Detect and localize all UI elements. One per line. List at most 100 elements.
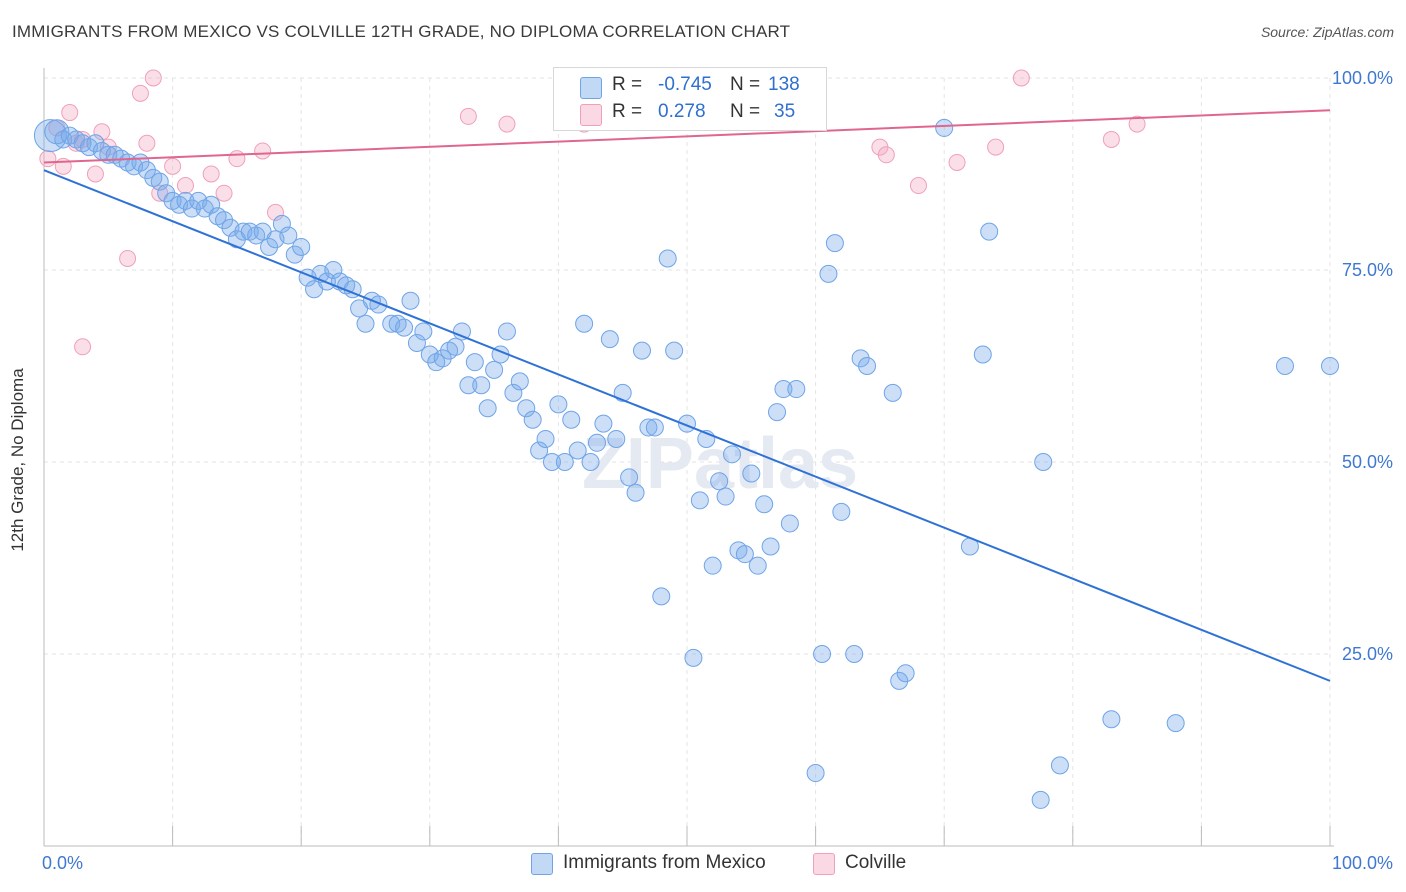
mexico-point [1034, 453, 1053, 471]
colville-trend-line [43, 109, 1331, 164]
mexico-point [980, 222, 999, 241]
mexico-point [626, 483, 645, 502]
tick-labels: 25.0% 50.0% 75.0% 100.0% 0.0% 100.0% [42, 68, 1393, 873]
mexico-point [472, 376, 491, 395]
mexico-point [523, 410, 542, 429]
mexico-point [632, 341, 651, 360]
colville-point [254, 142, 272, 160]
mexico-point [620, 468, 639, 487]
mexico-point [703, 556, 722, 575]
colville-point [228, 150, 246, 168]
y-tick-label: 75.0% [1342, 260, 1393, 280]
mexico-point [530, 441, 549, 460]
mexico-point [896, 664, 915, 683]
mexico-point [851, 349, 870, 368]
mexico-point [285, 245, 304, 264]
mexico-point [517, 399, 536, 418]
legend-r-value: 0.278 [658, 101, 706, 122]
mexico-point [150, 172, 169, 191]
colville-point [74, 338, 92, 356]
mexico-point [433, 349, 452, 368]
mexico-point [176, 191, 195, 210]
stats-legend: R = -0.745 N = 138 R = 0.278 N = 35 [553, 67, 827, 131]
mexico-point [716, 487, 735, 506]
colville-point [39, 150, 57, 168]
mexico-point [1050, 756, 1069, 775]
mexico-points [33, 118, 1339, 809]
mexico-point [272, 214, 291, 233]
chart-title: IMMIGRANTS FROM MEXICO VS COLVILLE 12TH … [12, 22, 791, 41]
colville-point [215, 184, 233, 202]
mexico-trend-line [43, 169, 1331, 682]
mexico-point [665, 341, 684, 360]
colville-point [138, 134, 156, 152]
mexico-point [407, 333, 426, 352]
mexico-point [182, 199, 201, 218]
mexico-point [600, 330, 619, 349]
legend-row-mexico: R = -0.745 N = 138 [554, 74, 826, 100]
x-tick-label: 0.0% [42, 853, 83, 873]
colville-point [119, 249, 137, 267]
mexico-point [845, 645, 864, 663]
mexico-point [735, 545, 754, 564]
mexico-point [478, 399, 497, 418]
mexico-point [658, 249, 677, 268]
mexico-point [645, 418, 664, 437]
legend-r-label: R = [612, 74, 643, 95]
y-tick-label: 25.0% [1342, 644, 1393, 664]
colville-point [948, 153, 966, 171]
mexico-point [819, 264, 838, 283]
mexico-point [890, 671, 909, 690]
mexico-point [575, 314, 594, 333]
mexico-point [787, 380, 806, 399]
colville-point [266, 203, 284, 221]
y-tick-label: 50.0% [1342, 452, 1393, 472]
mexico-point [639, 418, 658, 437]
legend-n-value: 138 [768, 74, 800, 95]
colville-point [86, 165, 104, 183]
mexico-point [652, 587, 671, 606]
mexico-point [562, 410, 581, 429]
mexico-point [555, 453, 574, 471]
legend-label-mexico: Immigrants from Mexico [563, 852, 766, 873]
mexico-point [324, 261, 343, 279]
mexico-point [742, 464, 761, 483]
mexico-point [973, 345, 992, 364]
colville-point [1128, 115, 1146, 133]
colville-point [909, 177, 927, 195]
mexico-point [536, 429, 555, 448]
mexico-point [684, 648, 703, 667]
mexico-point [395, 318, 414, 337]
mexico-point [260, 237, 279, 256]
mexico-point [748, 556, 767, 575]
colville-point [987, 138, 1005, 156]
mexico-point [215, 211, 234, 230]
mexico-point [723, 445, 742, 464]
mexico-point [401, 291, 420, 310]
mexico-point [780, 514, 799, 533]
mexico-point [157, 184, 176, 203]
mexico-point [935, 118, 954, 137]
mexico-point [594, 414, 613, 433]
axes [43, 68, 1334, 847]
mexico-point [768, 403, 787, 422]
colville-point [93, 123, 111, 141]
mexico-point [1031, 790, 1050, 809]
trend-lines [43, 109, 1331, 682]
mexico-point [414, 322, 433, 341]
colville-point [176, 177, 194, 195]
mexico-point [883, 383, 902, 402]
colville-point [202, 165, 220, 183]
mexico-point [710, 472, 729, 491]
mexico-point [774, 380, 793, 399]
mexico-point [510, 372, 529, 391]
legend-row-colville: R = 0.278 N = 35 [554, 101, 826, 127]
mexico-point [1166, 714, 1185, 733]
legend-n-label: N = [730, 101, 761, 122]
y-tick-label: 100.0% [1332, 68, 1393, 88]
colville-point [1012, 69, 1030, 87]
mexico-point [690, 491, 709, 510]
mexico-point [1321, 357, 1339, 375]
mexico-point [832, 502, 851, 521]
mexico-point [607, 429, 626, 448]
